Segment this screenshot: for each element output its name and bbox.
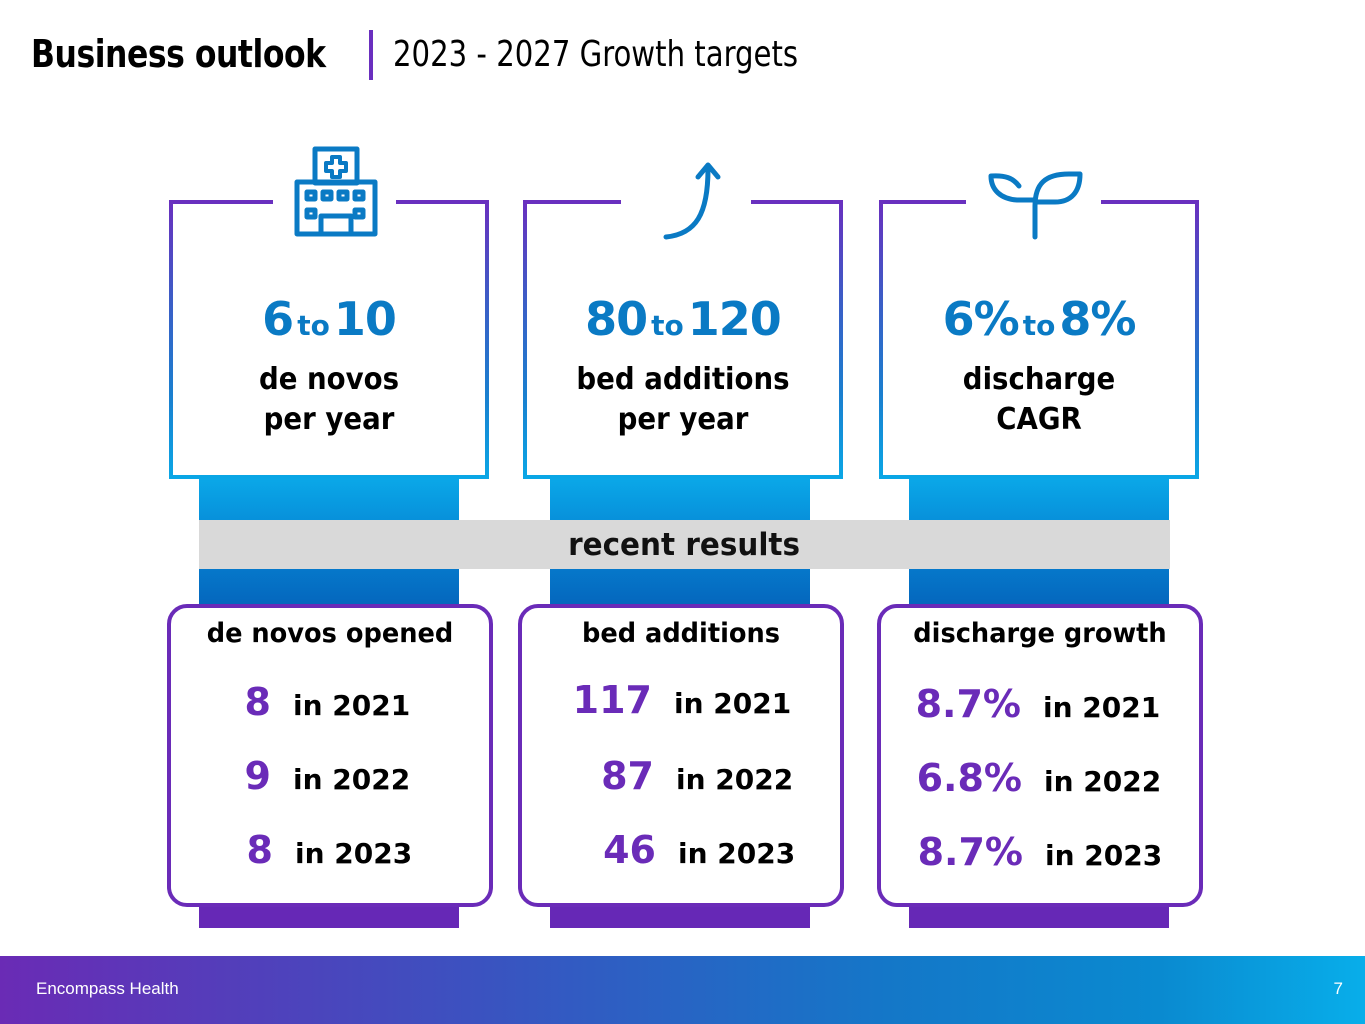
target-description: bed additions per year	[576, 362, 790, 437]
page-subtitle: 2023 - 2027 Growth targets	[393, 33, 799, 75]
footer-bar: Encompass Health 7	[0, 956, 1365, 1024]
result-card-discharge-growth: discharge growth 8.7% in 2021 6.8% in 20…	[877, 604, 1203, 907]
target-description: discharge CAGR	[962, 362, 1116, 437]
target-range: 80 to120	[585, 292, 782, 346]
result-card-bed-additions: bed additions 117 in 2021 87 in 2022 46 …	[518, 604, 844, 907]
result-row: 46 in 2023	[603, 828, 796, 872]
recent-results-band: recent results	[199, 520, 1170, 569]
target-range: 6 to10	[262, 292, 397, 346]
hospital-icon	[273, 144, 396, 240]
page-title: Business outlook	[31, 32, 326, 76]
sprout-icon	[966, 144, 1101, 240]
page-number: 7	[1333, 979, 1343, 998]
target-card-discharge: 6% to8% discharge CAGR	[879, 171, 1199, 479]
result-heading: discharge growth	[913, 618, 1167, 649]
target-range: 6% to8%	[942, 292, 1137, 346]
result-row: 117 in 2021	[572, 678, 792, 722]
recent-results-label: recent results	[568, 526, 801, 563]
up-arrow-curve-icon	[621, 144, 751, 240]
result-row: 8.7% in 2021	[915, 682, 1161, 726]
result-heading: de novos opened	[206, 618, 454, 649]
result-row: 87 in 2022	[601, 754, 794, 798]
result-row: 6.8% in 2022	[916, 756, 1162, 800]
target-description: de novos per year	[258, 362, 400, 437]
result-row: 9 in 2022	[244, 754, 411, 798]
result-row: 8 in 2021	[244, 680, 411, 724]
result-row: 8 in 2023	[246, 828, 413, 872]
result-row: 8.7% in 2023	[917, 830, 1163, 874]
footer-brand: Encompass Health	[36, 979, 179, 998]
slide-title: Business outlook 2023 - 2027 Growth targ…	[31, 28, 798, 80]
title-divider	[369, 30, 373, 80]
result-heading: bed additions	[581, 618, 781, 649]
target-card-de-novos: 6 to10 de novos per year	[169, 146, 489, 479]
result-card-de-novos-opened: de novos opened 8 in 2021 9 in 2022 8 in…	[167, 604, 493, 907]
target-card-bed-additions: 80 to120 bed additions per year	[523, 162, 843, 479]
